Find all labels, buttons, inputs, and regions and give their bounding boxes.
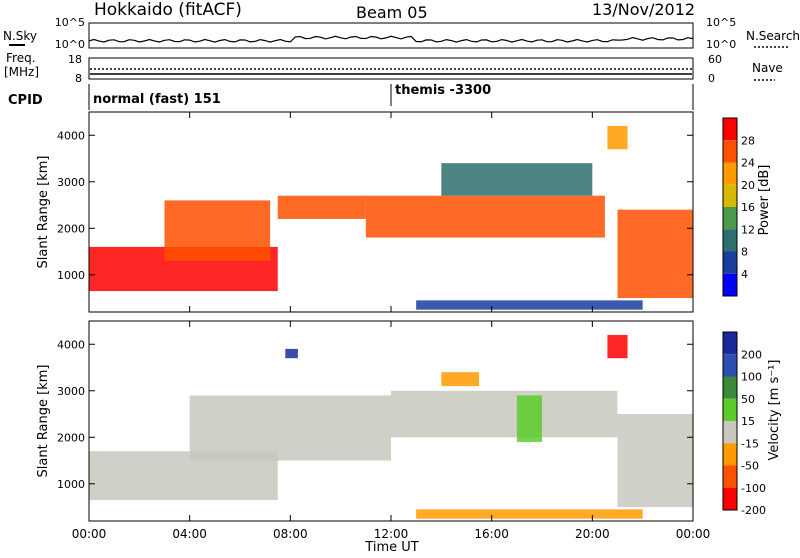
power-region-2 bbox=[277, 195, 366, 219]
colorbar-tick-label: 100 bbox=[741, 371, 762, 384]
colorbar-segment bbox=[723, 354, 737, 377]
colorbar-tick-label: 12 bbox=[741, 223, 755, 236]
nsky-trace bbox=[88, 35, 694, 43]
velocity-data-layer bbox=[89, 334, 693, 519]
colorbar-tick-label: 15 bbox=[741, 415, 755, 428]
y-tick-label: 4000 bbox=[57, 338, 85, 351]
x-tick-label: 08:00 bbox=[273, 527, 308, 541]
cpid-label: CPID bbox=[8, 93, 43, 108]
x-tick-label: 00:00 bbox=[676, 527, 711, 541]
freq-panel bbox=[88, 57, 694, 80]
velocity-region-2 bbox=[391, 390, 618, 438]
nsky-label: N.Sky bbox=[3, 29, 37, 43]
colorbar-segment bbox=[723, 140, 737, 163]
colorbar-segment bbox=[723, 376, 737, 399]
date-title: 13/Nov/2012 bbox=[592, 0, 695, 19]
nsearch-label: N.Search bbox=[746, 29, 800, 43]
colorbar-tick-label: 200 bbox=[741, 348, 762, 361]
colorbar-tick-label: 8 bbox=[741, 246, 748, 259]
power-region-1 bbox=[164, 200, 271, 261]
x-tick-label: 12:00 bbox=[374, 527, 409, 541]
colorbar-segment bbox=[723, 465, 737, 488]
colorbar-segment bbox=[723, 487, 737, 510]
power-colorbar: 28 24 20 16 12 8 4 bbox=[722, 117, 755, 297]
colorbar-segment bbox=[723, 421, 737, 444]
velocity-region-8 bbox=[416, 509, 643, 519]
power-colorbar-label: Power [dB] bbox=[757, 165, 772, 236]
velocity-colorbar-label: Velocity [m s⁻¹] bbox=[767, 360, 782, 461]
velocity-panel: 1000 2000 3000 4000 bbox=[57, 320, 694, 522]
power-region-7 bbox=[416, 300, 643, 310]
colorbar-tick-label: -15 bbox=[741, 437, 759, 450]
freq-tick-bottom: 8 bbox=[75, 72, 82, 85]
nsearch-tick-bottom: 10^0 bbox=[706, 38, 736, 51]
y-tick-label: 3000 bbox=[57, 385, 85, 398]
power-region-4 bbox=[441, 163, 593, 196]
time-axis: 00:00 04:00 08:00 12:00 16:00 20:00 00:00 bbox=[72, 112, 711, 541]
colorbar-tick-label: -200 bbox=[741, 504, 766, 517]
colorbar-segment bbox=[723, 229, 737, 252]
colorbar-tick-label: -50 bbox=[741, 460, 759, 473]
beam-title: Beam 05 bbox=[356, 3, 428, 22]
nave-label: Nave bbox=[752, 61, 783, 75]
nave-tick-bottom: 0 bbox=[708, 72, 715, 85]
colorbar-tick-label: 16 bbox=[741, 201, 755, 214]
velocity-region-7 bbox=[285, 348, 298, 359]
nave-tick-top: 60 bbox=[708, 53, 722, 66]
colorbar-segment bbox=[723, 332, 737, 355]
x-axis-label: Time UT bbox=[364, 540, 418, 554]
colorbar-segment bbox=[723, 398, 737, 421]
colorbar-segment bbox=[723, 184, 737, 207]
colorbar-tick-label: 28 bbox=[741, 134, 755, 147]
velocity-y-axis: 1000 2000 3000 4000 bbox=[57, 338, 693, 491]
freq-tick-top: 18 bbox=[68, 53, 82, 66]
power-panel: 1000 2000 3000 4000 bbox=[57, 111, 694, 313]
velocity-region-5 bbox=[617, 414, 693, 508]
y-tick-label: 2000 bbox=[57, 222, 85, 235]
y-tick-label: 1000 bbox=[57, 478, 85, 491]
cpid-mode-normal: normal (fast) 151 bbox=[93, 92, 221, 107]
colorbar-segment bbox=[723, 251, 737, 274]
nsearch-tick-top: 10^5 bbox=[706, 16, 736, 29]
x-tick-label: 16:00 bbox=[474, 527, 509, 541]
colorbar-segment bbox=[723, 273, 737, 296]
power-y-label: Slant Range [km] bbox=[36, 156, 51, 269]
cpid-mode-themis: themis -3300 bbox=[395, 83, 491, 98]
power-data-layer bbox=[89, 125, 693, 310]
x-tick-label: 20:00 bbox=[575, 527, 610, 541]
power-region-5 bbox=[617, 209, 693, 299]
cpid-panel bbox=[88, 84, 694, 110]
colorbar-tick-label: 20 bbox=[741, 179, 755, 192]
colorbar-segment bbox=[723, 207, 737, 230]
colorbar-tick-label: -100 bbox=[741, 482, 766, 495]
nsky-tick-bottom: 10^0 bbox=[55, 38, 85, 51]
colorbar-tick-label: 4 bbox=[741, 268, 748, 281]
velocity-region-3 bbox=[441, 372, 480, 387]
colorbar-segment bbox=[723, 118, 737, 141]
colorbar-segment bbox=[723, 162, 737, 185]
colorbar-tick-label: 24 bbox=[741, 157, 755, 170]
velocity-region-4 bbox=[516, 395, 542, 442]
colorbar-segment bbox=[723, 443, 737, 466]
colorbar-tick-label: 50 bbox=[741, 393, 755, 406]
velocity-region-6 bbox=[607, 334, 628, 359]
y-tick-label: 1000 bbox=[57, 269, 85, 282]
power-region-3 bbox=[365, 195, 605, 238]
y-tick-label: 4000 bbox=[57, 129, 85, 142]
freq-unit: [MHz] bbox=[4, 65, 39, 79]
velocity-y-label: Slant Range [km] bbox=[36, 365, 51, 478]
station-title: Hokkaido (fitACF) bbox=[94, 0, 242, 20]
freq-label: Freq. bbox=[6, 51, 36, 65]
nsky-tick-top: 10^5 bbox=[55, 16, 85, 29]
nsky-panel bbox=[88, 22, 694, 49]
power-region-6 bbox=[607, 125, 628, 150]
y-tick-label: 2000 bbox=[57, 431, 85, 444]
x-tick-label: 04:00 bbox=[172, 527, 207, 541]
power-y-axis: 1000 2000 3000 4000 bbox=[57, 129, 693, 282]
velocity-colorbar: 200 100 50 15 -15 -50 -100 -200 bbox=[722, 331, 766, 517]
velocity-region-1 bbox=[189, 395, 391, 461]
x-tick-label: 00:00 bbox=[72, 527, 107, 541]
y-tick-label: 3000 bbox=[57, 176, 85, 189]
